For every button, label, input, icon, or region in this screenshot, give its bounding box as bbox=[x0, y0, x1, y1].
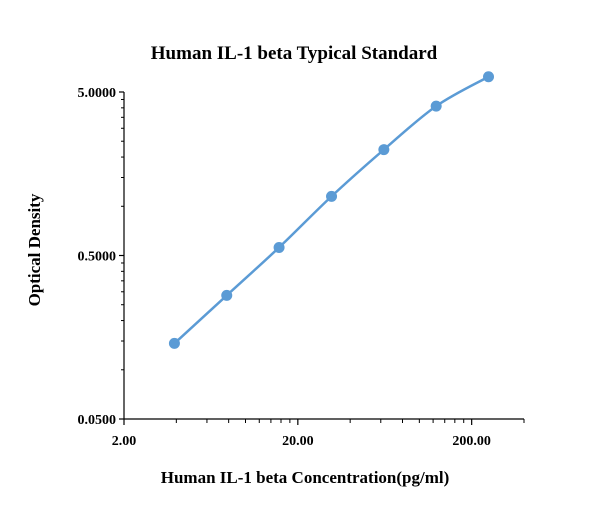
x-tick-label: 200.00 bbox=[452, 434, 491, 449]
data-point bbox=[326, 190, 338, 202]
x-tick-label: 20.00 bbox=[282, 434, 314, 449]
data-point bbox=[273, 241, 285, 253]
series-line bbox=[173, 75, 490, 345]
data-point bbox=[430, 100, 442, 112]
x-axis: 2.00 20.00 200.00 bbox=[112, 418, 525, 449]
y-axis-label: Optical Density bbox=[25, 193, 44, 306]
chart-title: Human IL-1 beta Typical Standard bbox=[151, 43, 438, 64]
x-axis-label: Human IL-1 beta Concentration(pg/ml) bbox=[161, 468, 450, 487]
data-point bbox=[483, 71, 495, 83]
data-point bbox=[378, 144, 390, 156]
x-tick-label: 2.00 bbox=[112, 434, 137, 449]
data-point bbox=[168, 337, 180, 349]
y-axis: 0.0500 0.5000 5.0000 bbox=[78, 86, 125, 428]
y-tick-label: 0.5000 bbox=[78, 250, 117, 265]
y-tick-label: 5.0000 bbox=[78, 86, 117, 101]
plot-area bbox=[168, 71, 495, 349]
data-point bbox=[221, 289, 233, 301]
y-tick-label: 0.0500 bbox=[78, 413, 117, 428]
